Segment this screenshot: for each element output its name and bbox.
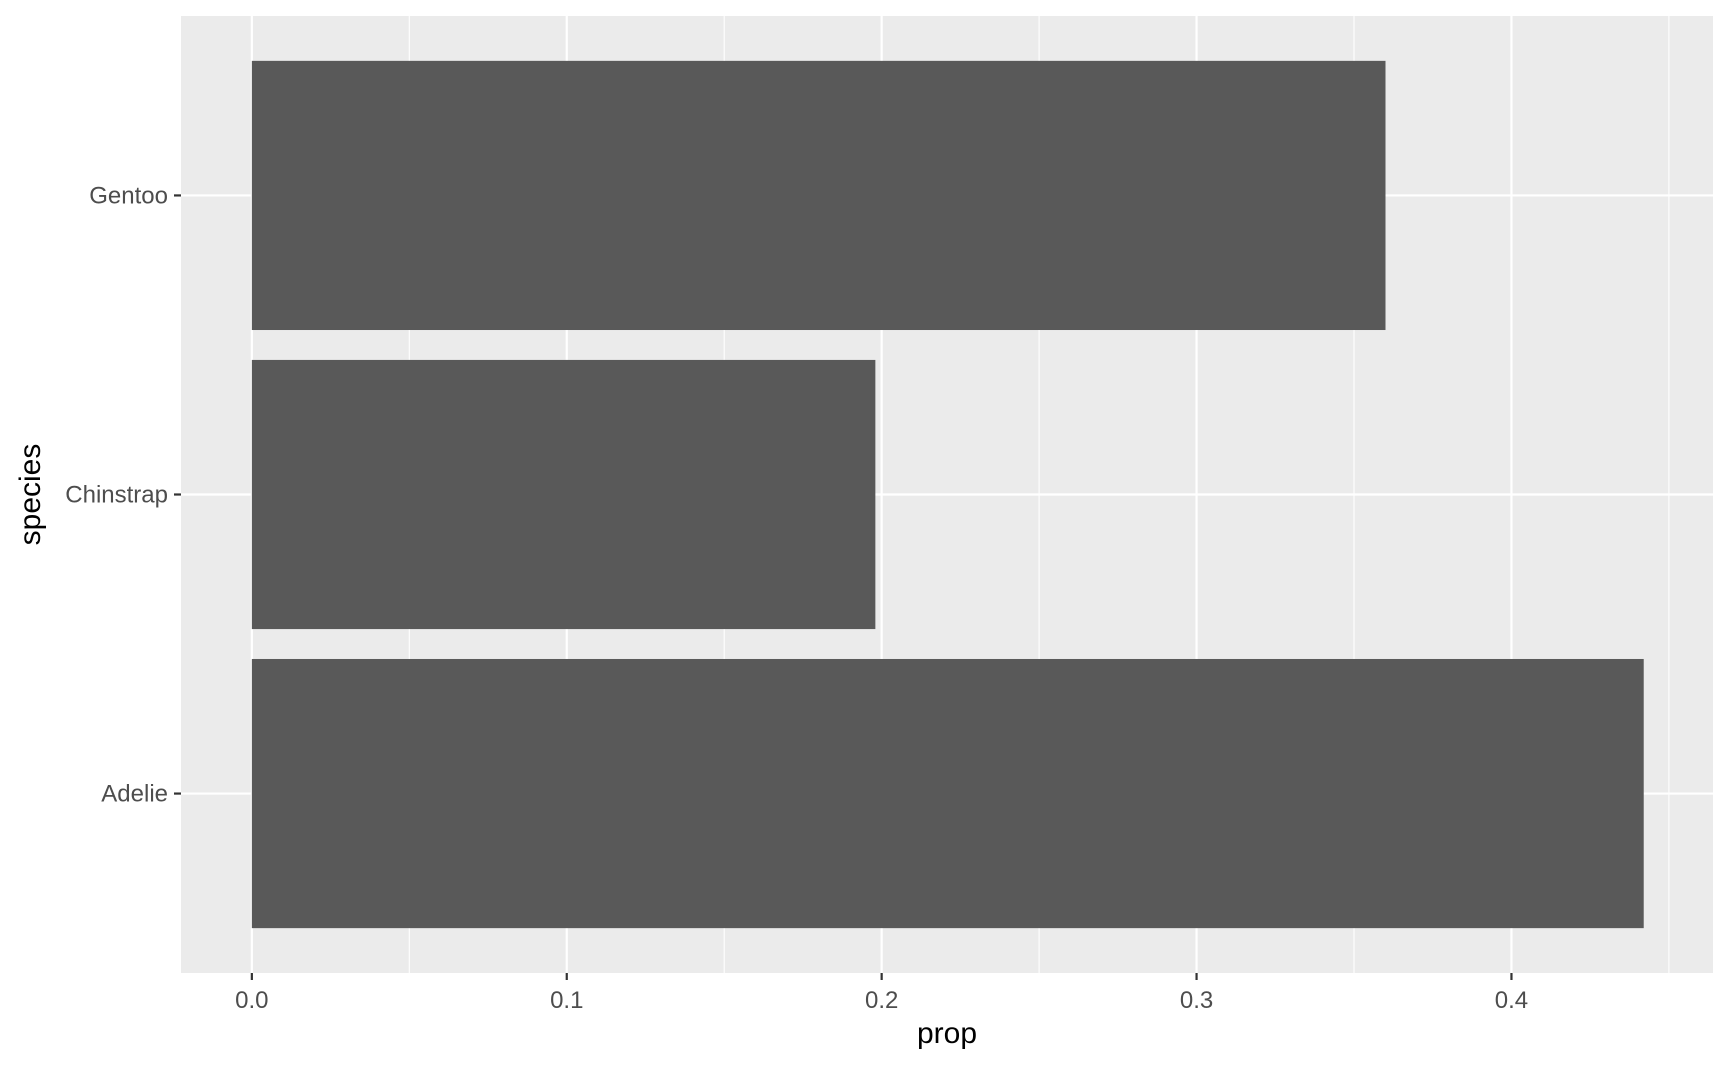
- y-axis: Adelie Chinstrap Gentoo: [65, 182, 181, 808]
- bar-adelie: [251, 658, 1644, 929]
- y-tick-label: Gentoo: [89, 182, 168, 209]
- bars-group: [251, 60, 1644, 929]
- x-axis-title: prop: [917, 1017, 977, 1050]
- x-tick-label: 0.1: [550, 987, 583, 1014]
- y-axis-title: species: [14, 444, 47, 546]
- x-tick-label: 0.2: [865, 987, 898, 1014]
- bar-chinstrap: [251, 359, 876, 630]
- y-tick-label: Chinstrap: [65, 482, 168, 509]
- x-tick-label: 0.3: [1180, 987, 1213, 1014]
- bar-gentoo: [251, 60, 1386, 331]
- y-tick-label: Adelie: [101, 781, 168, 808]
- x-tick-label: 0.4: [1495, 987, 1528, 1014]
- x-tick-label: 0.0: [235, 987, 268, 1014]
- x-axis: 0.0 0.1 0.2 0.3 0.4: [235, 973, 1528, 1014]
